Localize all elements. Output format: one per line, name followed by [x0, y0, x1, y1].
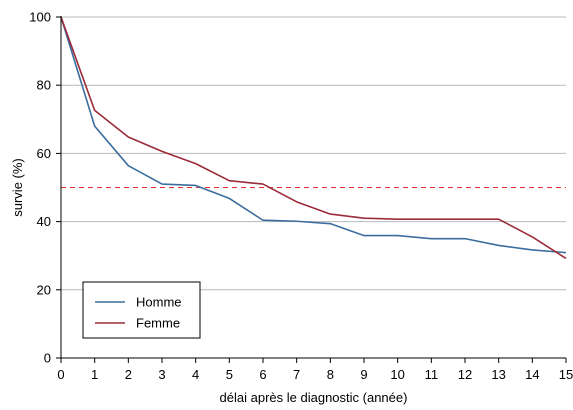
x-tick-label-6: 6: [259, 367, 266, 382]
x-tick-label-3: 3: [158, 367, 165, 382]
y-tick-label-20: 20: [37, 282, 51, 297]
y-tick-label-0: 0: [44, 351, 51, 366]
y-tick-label-60: 60: [37, 146, 51, 161]
x-axis-title: délai après le diagnostic (année): [220, 390, 408, 405]
x-tick-label-14: 14: [525, 367, 539, 382]
x-tick-label-5: 5: [226, 367, 233, 382]
x-tick-label-13: 13: [491, 367, 505, 382]
y-tick-label-100: 100: [29, 10, 51, 25]
series-layer: [60, 16, 567, 260]
y-axis-title: survie (%): [10, 158, 25, 217]
y-tick-label-80: 80: [37, 78, 51, 93]
x-tick-label-12: 12: [458, 367, 472, 382]
x-tick-label-0: 0: [57, 367, 64, 382]
x-tick-label-9: 9: [360, 367, 367, 382]
x-tick-label-10: 10: [390, 367, 404, 382]
x-tick-label-11: 11: [425, 367, 439, 382]
x-tick-label-7: 7: [293, 367, 300, 382]
legend-label-femme: Femme: [136, 316, 180, 331]
y-tick-label-40: 40: [37, 214, 51, 229]
series-line-homme: [60, 16, 567, 254]
axes-layer: [56, 16, 567, 363]
x-tick-label-2: 2: [125, 367, 132, 382]
legend-box: [82, 281, 201, 339]
series-line-femme: [60, 16, 567, 260]
x-tick-label-4: 4: [192, 367, 199, 382]
x-tick-label-15: 15: [559, 367, 573, 382]
grid-layer: [61, 16, 566, 291]
legend: Homme Femme: [82, 281, 201, 339]
x-tick-label-1: 1: [91, 367, 98, 382]
x-tick-label-8: 8: [327, 367, 334, 382]
legend-label-homme: Homme: [136, 295, 182, 310]
